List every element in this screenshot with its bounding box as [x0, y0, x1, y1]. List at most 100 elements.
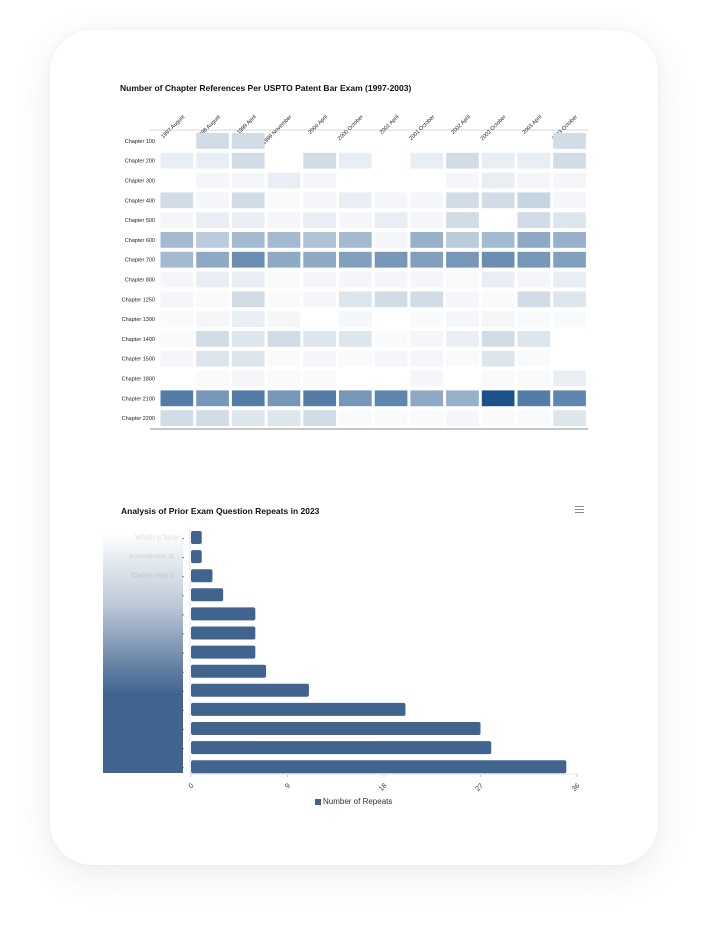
heatmap-cell: [231, 212, 265, 228]
legend-label: Number of Repeats: [323, 797, 393, 806]
heatmap-cell: [231, 271, 265, 288]
heatmap-cell: [196, 152, 229, 169]
heatmap-cell: [517, 390, 551, 407]
heatmap-cell: [267, 192, 301, 209]
heatmap-cell: [374, 331, 408, 347]
heatmap-cell: [231, 370, 265, 387]
heatmap-cell: [160, 271, 194, 288]
heatmap-cell: [517, 192, 551, 209]
heatmap-cell: [196, 370, 229, 387]
heatmap-cell: [231, 232, 265, 248]
heatmap-column-label: 2002 April: [450, 114, 472, 136]
heatmap-cell: [160, 311, 194, 327]
heatmap-cell: [267, 331, 301, 347]
heatmap-cell: [446, 172, 479, 189]
heatmap-cell: [410, 370, 444, 387]
heatmap-column-label: 2000 October: [337, 114, 365, 142]
heatmap-cell: [374, 251, 408, 268]
heatmap-cell: [160, 291, 194, 308]
heatmap-column-label: 2002 October: [480, 114, 508, 142]
heatmap-row-label: Chapter 2200: [122, 416, 155, 422]
bar[interactable]: [191, 741, 492, 755]
heatmap-cell: [303, 350, 336, 367]
heatmap-cell: [553, 152, 586, 169]
heatmap-cell: [303, 410, 336, 426]
bar[interactable]: [191, 607, 256, 621]
heatmap-cell: [231, 133, 265, 149]
heatmap-cell: [410, 291, 444, 308]
heatmap-cell: [231, 172, 265, 189]
heatmap-cell: [196, 311, 229, 327]
heatmap-column-label: 2000 April: [308, 114, 330, 136]
bar[interactable]: [191, 569, 213, 583]
heatmap-cell: [196, 232, 229, 248]
heatmap-cell: [481, 232, 515, 248]
heatmap-row-label: Chapter 1250: [122, 297, 155, 303]
heatmap-cell: [267, 251, 301, 268]
heatmap-cell: [231, 192, 265, 209]
heatmap-row-label: Chapter 1800: [122, 377, 155, 383]
heatmap-cell: [303, 172, 336, 189]
heatmap-cell: [231, 251, 265, 268]
heatmap-cell: [303, 291, 336, 308]
heatmap-cell: [339, 350, 372, 367]
heatmap-cell: [481, 251, 515, 268]
heatmap-cell: [196, 172, 229, 189]
heatmap-cell: [553, 232, 586, 248]
heatmap-cell: [446, 192, 479, 209]
heatmap-cell: [410, 311, 444, 327]
heatmap-cell: [517, 350, 551, 367]
bar[interactable]: [191, 588, 224, 602]
heatmap-cell: [231, 152, 265, 169]
heatmap-cell: [517, 410, 551, 426]
heatmap-cell: [410, 232, 444, 248]
heatmap-cell: [267, 271, 301, 288]
heatmap-cell: [339, 192, 372, 209]
heatmap-cell: [339, 271, 372, 288]
bar[interactable]: [191, 702, 406, 716]
heatmap-cell: [339, 152, 372, 169]
heatmap-cell: [231, 350, 265, 367]
heatmap-row-label: Chapter 1300: [122, 317, 155, 323]
bar[interactable]: [191, 531, 202, 544]
bar[interactable]: [191, 550, 202, 564]
heatmap-cell: [481, 350, 515, 367]
heatmap-cell: [446, 251, 479, 268]
heatmap-cell: [481, 311, 515, 327]
chart-menu-button[interactable]: [575, 506, 584, 514]
bar[interactable]: [191, 760, 567, 774]
heatmap-cell: [517, 271, 551, 288]
heatmap-cell: [553, 390, 586, 407]
heatmap-cell: [160, 152, 194, 169]
heatmap-cell: [160, 192, 194, 209]
heatmap-column-label: 2003 April: [522, 114, 544, 136]
heatmap-row-label: Chapter 100: [125, 139, 155, 145]
heatmap-column-label: 1999 April: [236, 114, 258, 136]
bar[interactable]: [191, 664, 267, 678]
heatmap-cell: [481, 271, 515, 288]
bar-chart-title: Analysis of Prior Exam Question Repeats …: [121, 506, 320, 516]
heatmap-cell: [160, 390, 194, 407]
heatmap-cell: [160, 331, 194, 347]
bar[interactable]: [191, 626, 256, 640]
heatmap-row-label: Chapter 800: [125, 278, 155, 284]
heatmap-cell: [231, 331, 265, 347]
bar[interactable]: [191, 722, 481, 735]
legend-item[interactable]: Number of Repeats: [315, 797, 392, 806]
heatmap-cell: [267, 311, 301, 327]
heatmap-cell: [410, 350, 444, 367]
bar[interactable]: [191, 683, 309, 697]
heatmap-cell: [303, 271, 336, 288]
bar[interactable]: [191, 645, 256, 659]
heatmap-cell: [517, 212, 551, 228]
heatmap-cell: [410, 152, 444, 169]
heatmap-row-label: Chapter 1500: [122, 357, 155, 363]
heatmap-cell: [196, 291, 229, 308]
heatmap-cell: [410, 192, 444, 209]
heatmap-cell: [303, 192, 336, 209]
heatmap-cell: [553, 311, 586, 327]
heatmap-cell: [303, 212, 336, 228]
heatmap-cell: [481, 410, 515, 426]
heatmap-cell: [160, 410, 194, 426]
heatmap-cell: [481, 172, 515, 189]
